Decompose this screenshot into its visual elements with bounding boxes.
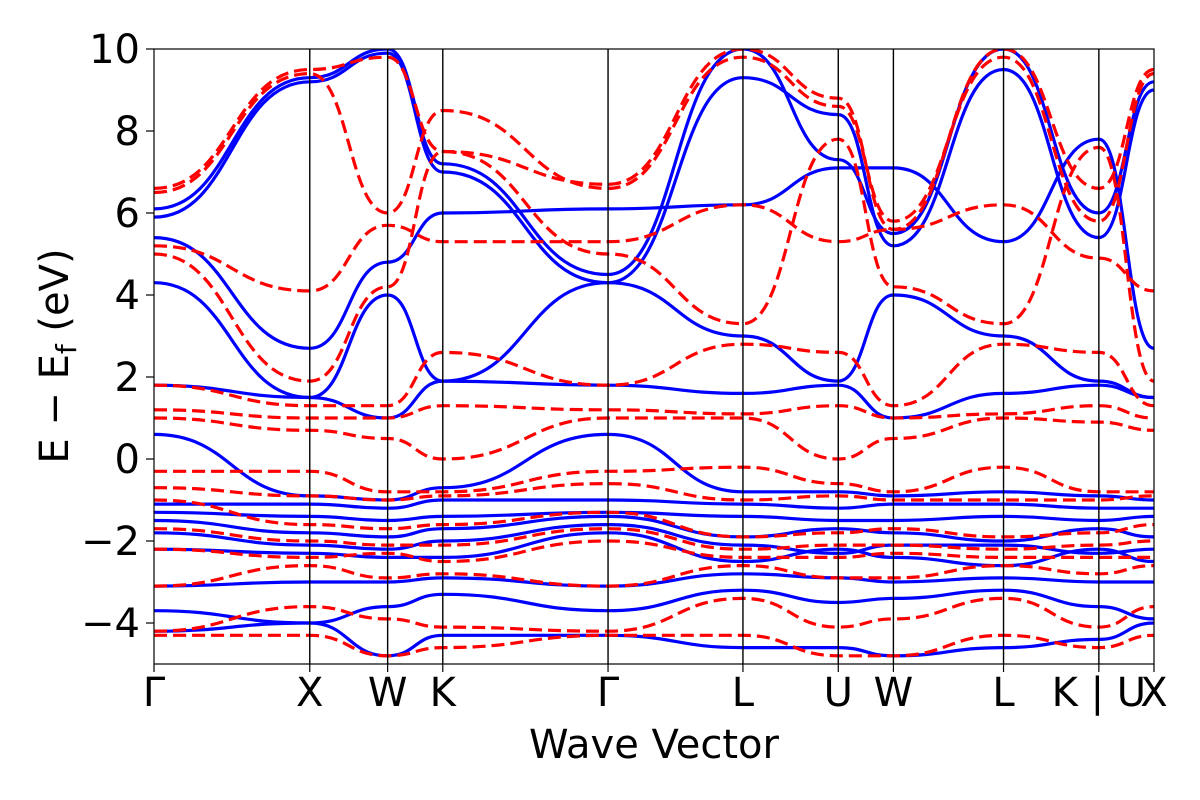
y-tick-label: 4 <box>115 273 140 319</box>
x-tick-label: X <box>1140 670 1167 716</box>
band-line-solid <box>154 510 1154 523</box>
band-line-dashed <box>154 137 1154 383</box>
x-tick-label: X <box>296 670 323 716</box>
band-line-dashed <box>154 527 1154 551</box>
y-tick-label: 10 <box>89 27 140 73</box>
band-line-solid <box>154 572 1154 588</box>
x-tick-label: L <box>992 670 1015 716</box>
band-line-solid <box>154 379 1154 420</box>
band-line-dashed <box>154 482 1154 502</box>
band-line-dashed <box>154 404 1154 420</box>
y-axis-label: E − Ef (eV) <box>32 248 83 463</box>
band-line-solid <box>154 621 1154 658</box>
x-axis-label: Wave Vector <box>529 722 780 768</box>
y-axis-label-sub: f <box>50 343 83 354</box>
band-line-dashed <box>154 564 1154 588</box>
band-line-solid <box>154 498 1154 510</box>
y-tick-label: −2 <box>81 519 140 565</box>
plot-frame <box>153 48 1155 665</box>
y-tick-label: −4 <box>81 601 140 647</box>
x-tick-label: W <box>874 670 914 716</box>
y-tick-label: 8 <box>115 109 140 155</box>
band-line-dashed <box>154 342 1154 408</box>
x-tick-label: W <box>368 670 408 716</box>
band-line-solid <box>154 51 1154 285</box>
x-tick-label: Γ <box>597 670 620 716</box>
band-line-dashed <box>154 539 1154 564</box>
band-line-dashed <box>154 596 1154 633</box>
x-tick-label: K | U <box>1052 670 1146 716</box>
high-symmetry-lines <box>309 49 1100 664</box>
x-tick-label: L <box>732 670 755 716</box>
band-line-dashed <box>154 49 1154 231</box>
x-tick-label: K <box>430 670 458 716</box>
y-axis-label-unit: (eV) <box>32 248 78 344</box>
band-line-dashed <box>154 633 1154 658</box>
band-line-solid <box>154 523 1154 555</box>
y-axis: −4 −2 0 2 4 6 8 10 <box>81 27 154 647</box>
x-tick-label: Γ <box>143 670 166 716</box>
plot-background <box>154 49 1154 664</box>
y-tick-label: 6 <box>115 191 140 237</box>
y-tick-label: 2 <box>115 355 140 401</box>
x-tick-label: U <box>824 670 853 716</box>
y-tick-label: 0 <box>115 437 140 483</box>
band-line-dashed <box>154 465 1154 494</box>
band-line-dashed <box>154 203 1154 293</box>
y-axis-label-main: E − E <box>32 354 78 464</box>
